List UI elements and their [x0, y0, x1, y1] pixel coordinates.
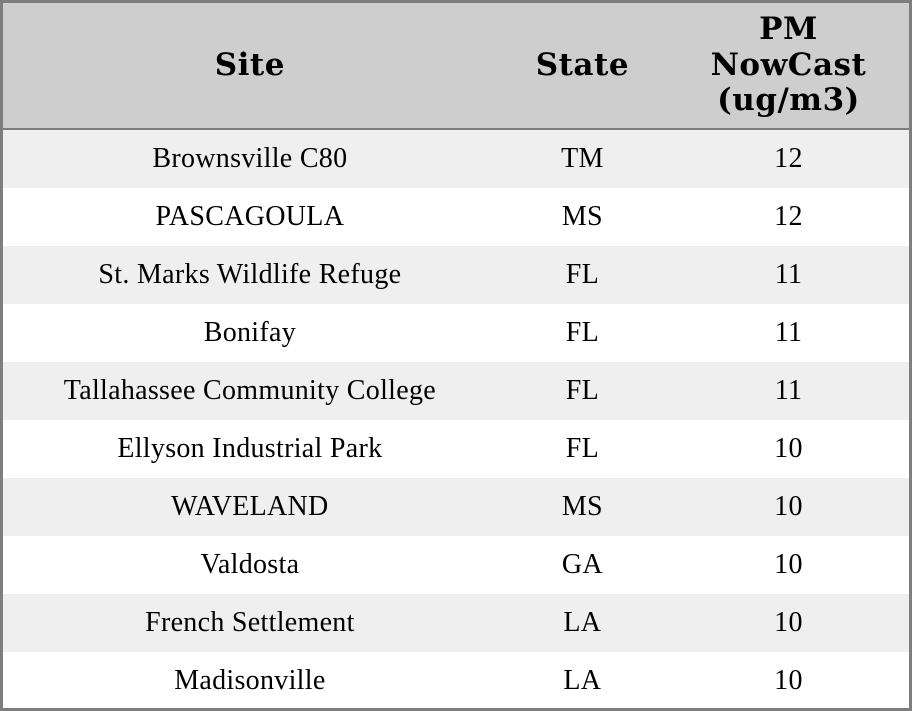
- cell-pm-value: 12: [774, 201, 803, 232]
- cell-site: Ellyson Industrial Park: [117, 433, 383, 464]
- table-row: Bonifay FL 11: [3, 304, 909, 362]
- table-row: Tallahassee Community College FL 11: [3, 362, 909, 420]
- cell-pm-value: 11: [774, 259, 803, 290]
- column-header-state-label: State: [535, 46, 630, 83]
- cell-pm-value: 10: [774, 607, 803, 638]
- table-row: WAVELAND MS 10: [3, 478, 909, 536]
- cell-pm-value: 10: [774, 665, 803, 696]
- cell-pm-value: 10: [774, 491, 803, 522]
- cell-site: French Settlement: [145, 607, 355, 638]
- cell-pm-value: 11: [774, 375, 803, 406]
- table-row: St. Marks Wildlife Refuge FL 11: [3, 246, 909, 304]
- table-row: PASCAGOULA MS 12: [3, 188, 909, 246]
- cell-site: St. Marks Wildlife Refuge: [98, 259, 402, 290]
- cell-pm-value: 10: [774, 433, 803, 464]
- cell-state: LA: [563, 665, 602, 696]
- table-row: Valdosta GA 10: [3, 536, 909, 594]
- table-body: Brownsville C80 TM 12 PASCAGOULA MS 12 S…: [3, 130, 909, 708]
- cell-pm-value: 11: [774, 317, 803, 348]
- cell-site: WAVELAND: [171, 491, 329, 522]
- cell-site: PASCAGOULA: [155, 201, 345, 232]
- cell-state: FL: [565, 433, 600, 464]
- cell-state: FL: [565, 259, 600, 290]
- cell-site: Madisonville: [174, 665, 326, 696]
- column-header-site: Site: [3, 3, 497, 128]
- column-header-pm-nowcast: PM NowCast (ug/m3): [668, 3, 909, 128]
- table-row: Ellyson Industrial Park FL 10: [3, 420, 909, 478]
- cell-state: LA: [563, 607, 602, 638]
- cell-pm-value: 12: [774, 143, 803, 174]
- table-row: Brownsville C80 TM 12: [3, 130, 909, 188]
- table-header-row: Site State PM NowCast (ug/m3): [3, 3, 909, 130]
- cell-state: FL: [565, 317, 600, 348]
- cell-state: FL: [565, 375, 600, 406]
- cell-state: GA: [561, 549, 603, 580]
- cell-site: Brownsville C80: [152, 143, 348, 174]
- cell-pm-value: 10: [774, 549, 803, 580]
- cell-state: MS: [561, 201, 603, 232]
- cell-site: Valdosta: [200, 549, 300, 580]
- table-row: French Settlement LA 10: [3, 594, 909, 652]
- column-header-site-label: Site: [214, 46, 285, 83]
- table-row: Madisonville LA 10: [3, 652, 909, 708]
- column-header-pm-nowcast-label: PM NowCast (ug/m3): [710, 10, 867, 119]
- cell-state: TM: [561, 143, 604, 174]
- cell-site: Tallahassee Community College: [63, 375, 436, 406]
- cell-site: Bonifay: [203, 317, 297, 348]
- cell-state: MS: [561, 491, 603, 522]
- column-header-state: State: [497, 3, 668, 128]
